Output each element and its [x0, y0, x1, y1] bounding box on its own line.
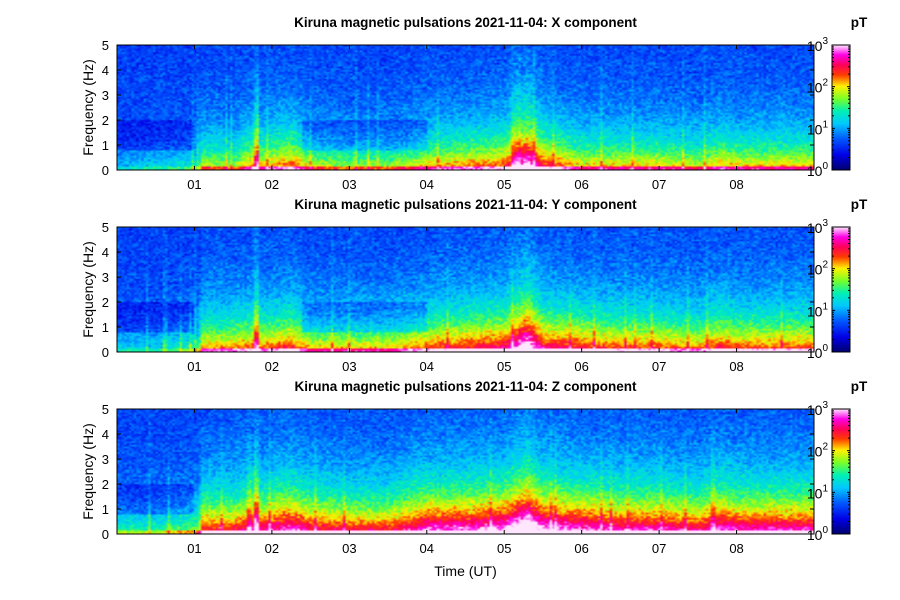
- x-tick-label: 03: [342, 541, 356, 556]
- x-tick-label: 03: [342, 359, 356, 374]
- y-tick-label: 3: [102, 88, 109, 103]
- plot-frame: [116, 408, 815, 535]
- colorbar-tick-label: 101: [807, 119, 829, 137]
- y-tick-label: 1: [102, 320, 109, 335]
- y-tick-label: 2: [102, 477, 109, 492]
- colorbar-unit: pT: [851, 379, 868, 394]
- x-tick-label: 01: [187, 359, 201, 374]
- colorbar-tick-label: 102: [807, 78, 829, 96]
- y-axis-label: Frequency (Hz): [80, 241, 96, 337]
- x-tick-label: 08: [729, 541, 743, 556]
- colorbar: [832, 227, 850, 352]
- colorbar-tick-label: 103: [807, 36, 829, 54]
- x-tick-label: 04: [420, 177, 434, 192]
- x-tick-label: 03: [342, 177, 356, 192]
- y-axis-label: Frequency (Hz): [80, 59, 96, 155]
- spectrogram-panel-x: Kiruna magnetic pulsations 2021-11-04: X…: [80, 15, 868, 192]
- y-tick-label: 4: [102, 245, 109, 260]
- y-tick-label: 3: [102, 270, 109, 285]
- x-tick-label: 04: [420, 359, 434, 374]
- spectrogram-image: [117, 45, 814, 170]
- y-tick-label: 3: [102, 452, 109, 467]
- x-tick-label: 07: [652, 541, 666, 556]
- x-tick-label: 05: [497, 359, 511, 374]
- colorbar-tick-label: 101: [807, 483, 829, 501]
- spectrogram-image: [117, 227, 814, 352]
- x-tick-label: 02: [265, 359, 279, 374]
- colorbar-tick-label: 100: [807, 161, 829, 179]
- plot-frame: [116, 44, 815, 171]
- colorbar-frame: [831, 226, 851, 353]
- chart-title: Kiruna magnetic pulsations 2021-11-04: Z…: [294, 379, 637, 394]
- plot-frame: [116, 226, 815, 353]
- y-tick-label: 4: [102, 427, 109, 442]
- chart-title: Kiruna magnetic pulsations 2021-11-04: Y…: [294, 197, 637, 212]
- y-tick-label: 1: [102, 502, 109, 517]
- y-tick-label: 0: [102, 345, 109, 360]
- colorbar-unit: pT: [851, 197, 868, 212]
- y-tick-label: 5: [102, 220, 109, 235]
- x-tick-label: 02: [265, 541, 279, 556]
- colorbar-tick-label: 103: [807, 218, 829, 236]
- x-tick-label: 07: [652, 177, 666, 192]
- colorbar-tick-label: 101: [807, 301, 829, 319]
- colorbar-unit: pT: [851, 15, 868, 30]
- y-tick-label: 0: [102, 163, 109, 178]
- y-tick-label: 4: [102, 63, 109, 78]
- colorbar-tick-label: 100: [807, 525, 829, 543]
- x-tick-label: 06: [574, 359, 588, 374]
- colorbar-tick-label: 103: [807, 400, 829, 418]
- x-tick-label: 08: [729, 359, 743, 374]
- colorbar: [832, 409, 850, 534]
- x-tick-label: 06: [574, 177, 588, 192]
- x-tick-label: 04: [420, 541, 434, 556]
- y-tick-label: 2: [102, 295, 109, 310]
- x-tick-label: 01: [187, 541, 201, 556]
- y-tick-label: 1: [102, 138, 109, 153]
- chart-title: Kiruna magnetic pulsations 2021-11-04: X…: [294, 15, 637, 30]
- y-tick-label: 0: [102, 527, 109, 542]
- x-axis-label: Time (UT): [434, 563, 496, 579]
- x-tick-label: 07: [652, 359, 666, 374]
- x-tick-label: 02: [265, 177, 279, 192]
- colorbar-tick-label: 102: [807, 260, 829, 278]
- y-tick-label: 5: [102, 402, 109, 417]
- spectrogram-panel-y: Kiruna magnetic pulsations 2021-11-04: Y…: [80, 197, 868, 374]
- colorbar-tick-label: 102: [807, 442, 829, 460]
- y-tick-label: 2: [102, 113, 109, 128]
- colorbar-tick-label: 100: [807, 343, 829, 361]
- colorbar-frame: [831, 44, 851, 171]
- x-tick-label: 05: [497, 541, 511, 556]
- spectrogram-image: [117, 409, 814, 534]
- colorbar-frame: [831, 408, 851, 535]
- y-tick-label: 5: [102, 38, 109, 53]
- x-tick-label: 05: [497, 177, 511, 192]
- x-tick-label: 01: [187, 177, 201, 192]
- x-tick-label: 08: [729, 177, 743, 192]
- colorbar: [832, 45, 850, 170]
- y-axis-label: Frequency (Hz): [80, 423, 96, 519]
- spectrogram-panel-z: Kiruna magnetic pulsations 2021-11-04: Z…: [80, 379, 868, 579]
- x-tick-label: 06: [574, 541, 588, 556]
